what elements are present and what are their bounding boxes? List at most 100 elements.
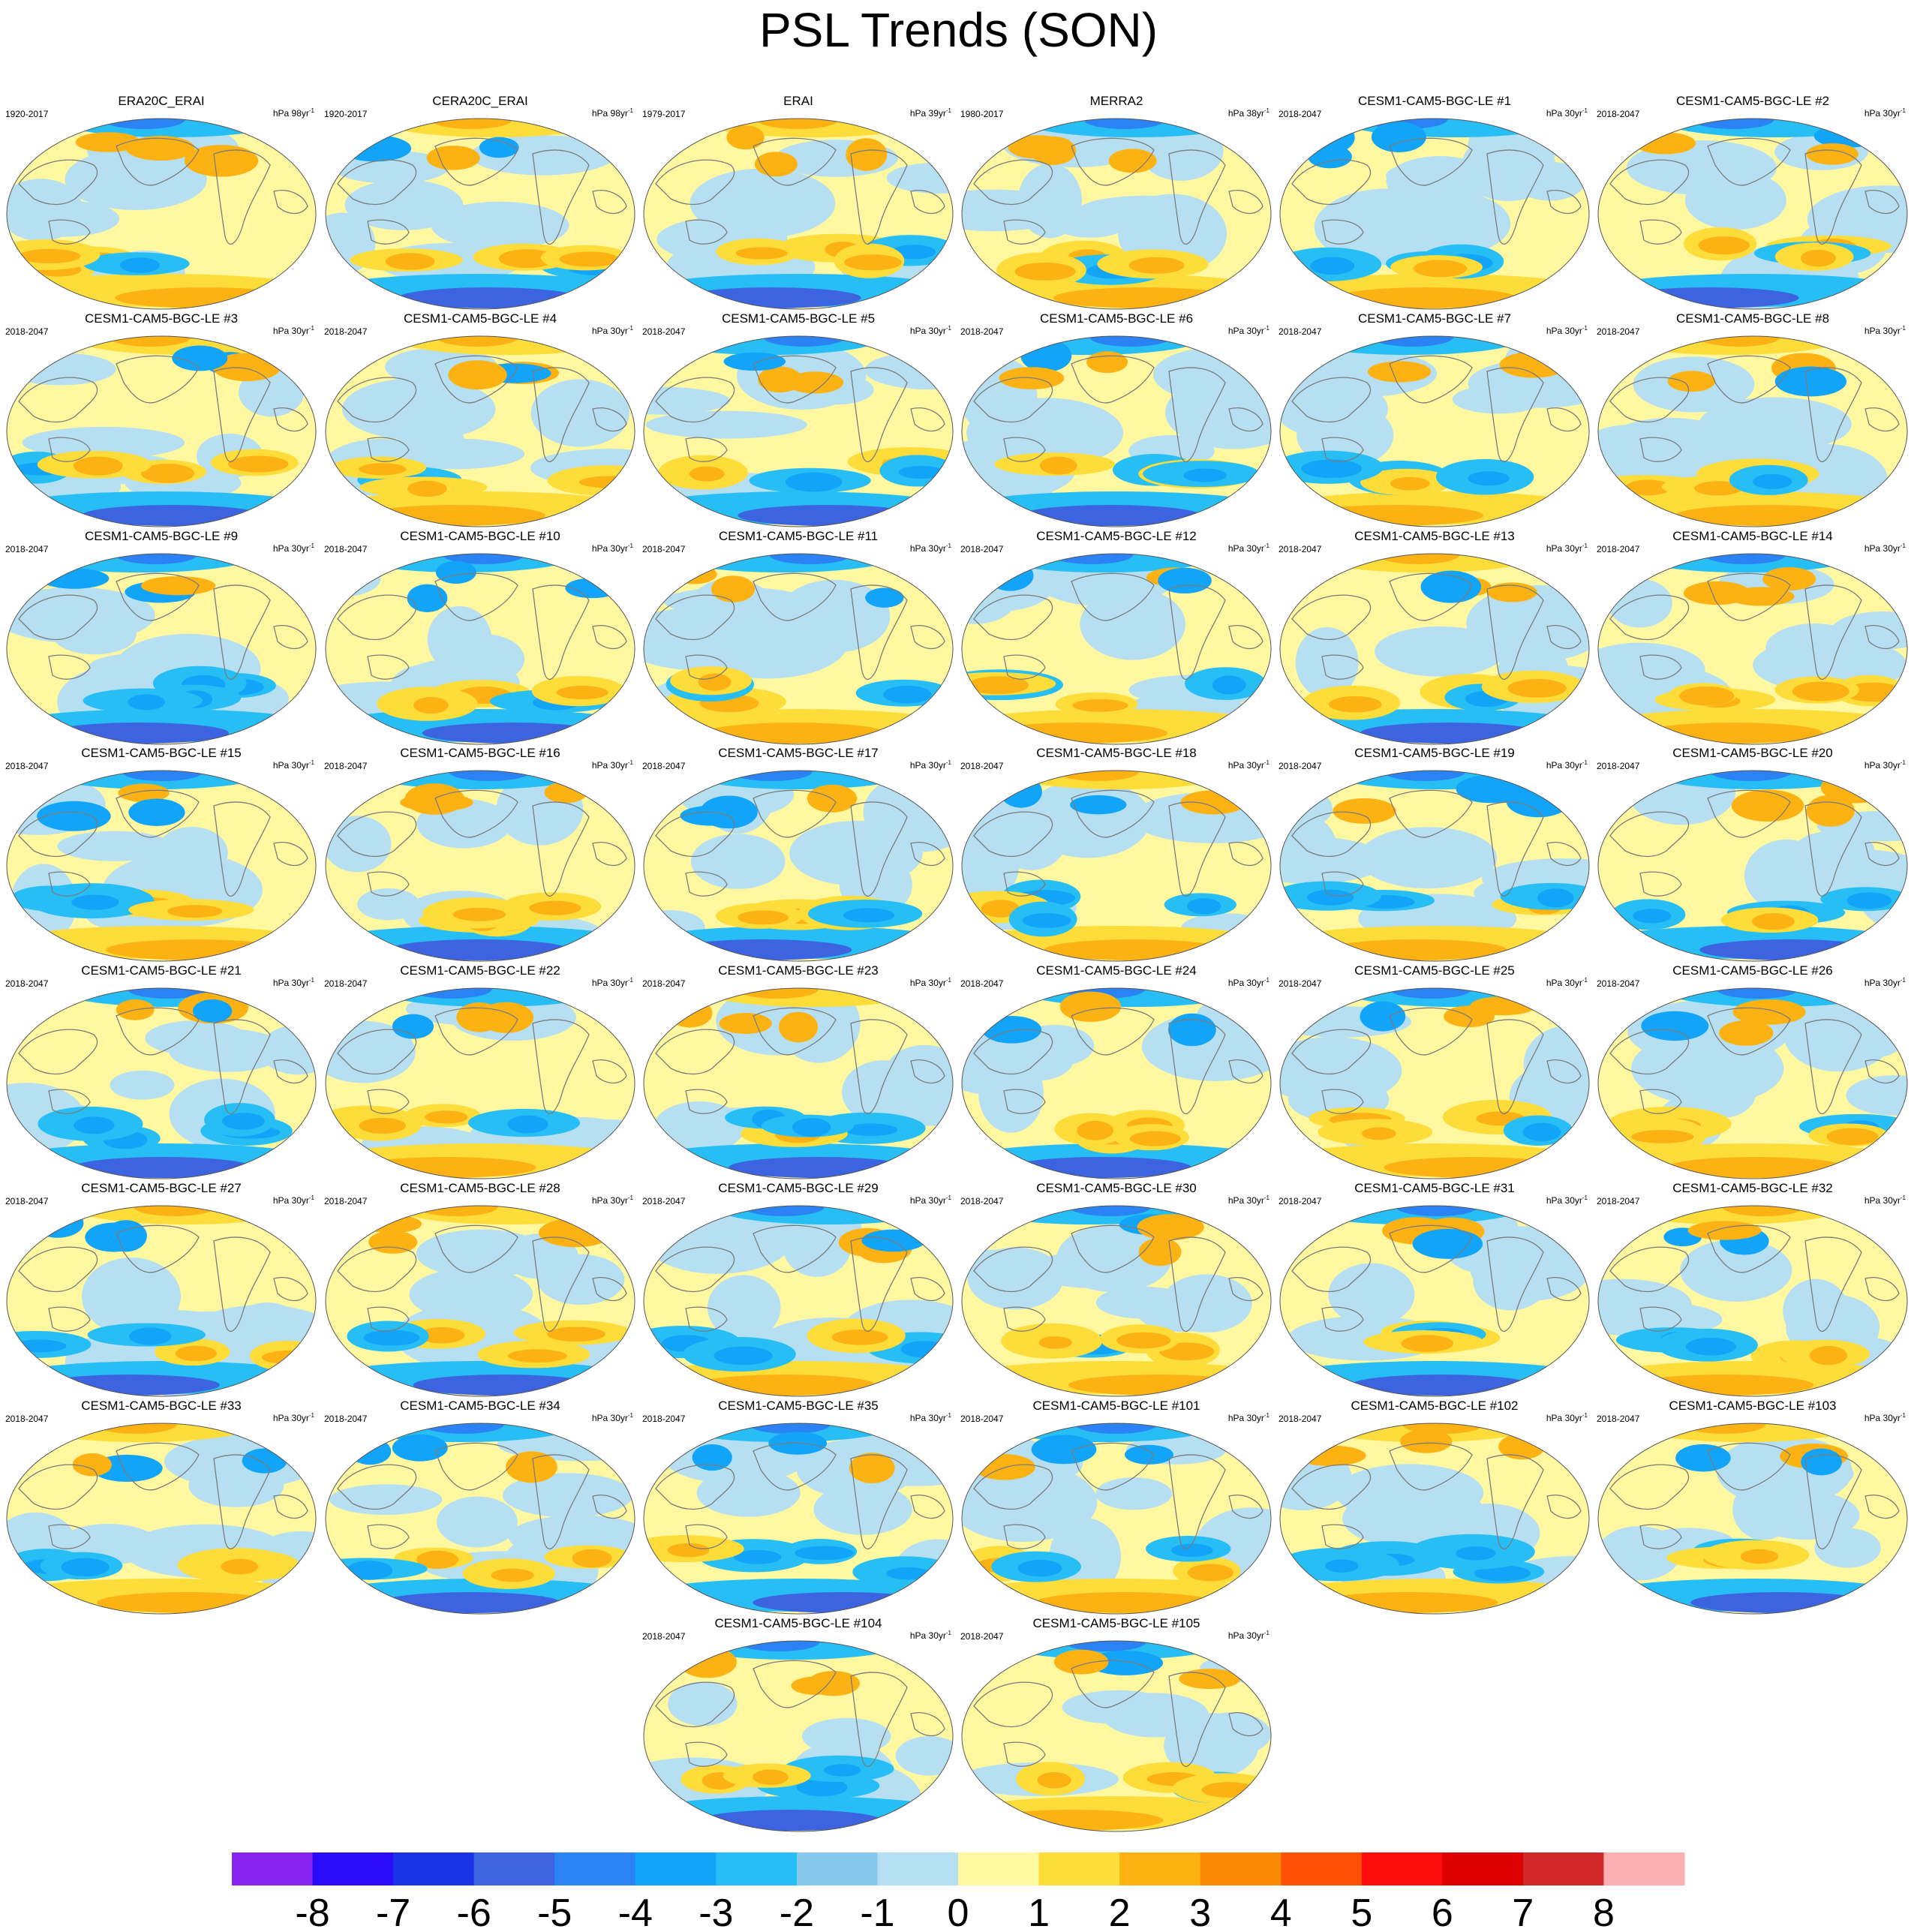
map-canvas (1279, 118, 1590, 310)
panel-period: 2018-2047 (642, 1631, 686, 1642)
trend-patch (1037, 1771, 1071, 1789)
colorbar-swatch (232, 1852, 314, 1885)
coastline (1864, 625, 1900, 650)
map-canvas (643, 335, 954, 527)
trend-patch (1080, 587, 1185, 660)
map-border (961, 1640, 1272, 1832)
trend-patch (1318, 1592, 1498, 1613)
trend-patch (359, 1117, 406, 1134)
map-canvas (643, 118, 954, 310)
coastline (850, 367, 908, 463)
panel-title: CESM1-CAM5-BGC-LE #29 (718, 1181, 879, 1195)
panel-title: CESM1-CAM5-BGC-LE #17 (718, 746, 879, 760)
trend-patch (843, 908, 895, 923)
trend-patch (785, 472, 843, 492)
trend-patch (1683, 1423, 1766, 1434)
trend-patch (398, 287, 578, 308)
coastline (1291, 1246, 1372, 1293)
trend-patch (1022, 913, 1071, 928)
trend-patch (1522, 1122, 1561, 1142)
panel-units: hPa 30yr-1 (272, 1412, 314, 1423)
coastline (1864, 1059, 1900, 1084)
trend-patch (1074, 1423, 1158, 1434)
trend-patch (1158, 567, 1212, 594)
map-border (1597, 770, 1908, 962)
map-panel: CESM1-CAM5-BGC-LE #27 2018-2047 hPa 30yr-1 (4, 1181, 319, 1399)
trend-patch (1031, 1435, 1097, 1465)
colorbar-swatch (554, 1852, 636, 1885)
map-border (1279, 987, 1590, 1179)
coastline (1639, 871, 1682, 897)
trend-patch (700, 1810, 881, 1831)
panel-units: hPa 30yr-1 (1864, 1194, 1906, 1206)
panel-period: 2018-2047 (1597, 326, 1640, 337)
coastline (1321, 1306, 1364, 1332)
trend-patch (227, 455, 289, 473)
panel-period: 2018-2047 (324, 761, 368, 771)
trend-patch (1083, 119, 1166, 129)
colorbar-tick-label: 1 (1028, 1891, 1050, 1932)
panel-period: 2018-2047 (960, 761, 1004, 771)
map-border (6, 1205, 317, 1397)
trend-patch (22, 426, 185, 459)
coastline (973, 377, 1053, 423)
map-panel: CESM1-CAM5-BGC-LE #25 2018-2047 hPa 30yr-1 (1277, 963, 1592, 1181)
map-border (961, 770, 1272, 962)
panel-title: CESM1-CAM5-BGC-LE #104 (714, 1616, 882, 1630)
coastline (48, 654, 91, 680)
panel-units: hPa 30yr-1 (1864, 1412, 1906, 1423)
trend-patch (167, 905, 223, 918)
panel-period: 2018-2047 (960, 326, 1004, 337)
coastline (910, 190, 945, 215)
panel-units: hPa 30yr-1 (909, 1194, 951, 1206)
trend-patch (999, 775, 1042, 808)
coastline (973, 811, 1053, 858)
coastline (1609, 594, 1690, 641)
panel-title: CESM1-CAM5-BGC-LE #103 (1669, 1399, 1837, 1413)
trend-patch (1846, 1075, 1907, 1116)
trend-patch (735, 247, 788, 260)
trend-patch (413, 1375, 593, 1396)
colorbar-swatch (1119, 1852, 1201, 1885)
trend-patch (730, 771, 813, 781)
panel-period: 2018-2047 (1279, 978, 1322, 989)
panel-units: hPa 30yr-1 (1227, 1412, 1269, 1423)
coastline (973, 594, 1053, 641)
coastline (1321, 219, 1364, 245)
trend-patch (1361, 1127, 1396, 1140)
coastline (592, 842, 627, 867)
trend-patch (456, 1002, 503, 1032)
map-panel: CESM1-CAM5-BGC-LE #2 2018-2047 hPa 30yr-1 (1595, 94, 1910, 311)
coastline (1168, 1672, 1226, 1768)
map-border (6, 118, 317, 310)
coastline (1228, 625, 1263, 650)
coastline (973, 1246, 1053, 1293)
panel-title: CESM1-CAM5-BGC-LE #8 (1675, 311, 1830, 326)
panel-period: 2018-2047 (642, 544, 686, 554)
coastline (532, 367, 590, 463)
coastline (532, 149, 590, 245)
map-panel: CESM1-CAM5-BGC-LE #101 2018-2047 hPa 30yr-… (959, 1399, 1274, 1616)
trend-patch (1731, 789, 1804, 822)
coastline (592, 1059, 627, 1084)
panel-period: 2018-2047 (960, 544, 1004, 554)
trend-patch (1751, 1491, 1860, 1540)
map-border (961, 553, 1272, 745)
coastline (213, 367, 271, 463)
trend-patch (1684, 170, 1786, 230)
map-canvas (1279, 1205, 1590, 1397)
trend-patch (680, 805, 744, 826)
panel-units: hPa 30yr-1 (1546, 325, 1588, 336)
map-panel: CESM1-CAM5-BGC-LE #29 2018-2047 hPa 30yr-1 (641, 1181, 956, 1399)
trend-patch (1053, 1649, 1109, 1675)
panel-title: CESM1-CAM5-BGC-LE #25 (1354, 963, 1515, 978)
map-border (643, 1640, 954, 1832)
panel-title: CESM1-CAM5-BGC-LE #22 (400, 963, 560, 978)
trend-patch (1059, 991, 1122, 1023)
trend-patch (1158, 1342, 1215, 1361)
map-canvas (6, 1205, 317, 1397)
trend-patch (168, 1029, 286, 1072)
map-border (643, 770, 954, 962)
trend-patch (1820, 771, 1891, 804)
trend-patch (1412, 1228, 1483, 1259)
